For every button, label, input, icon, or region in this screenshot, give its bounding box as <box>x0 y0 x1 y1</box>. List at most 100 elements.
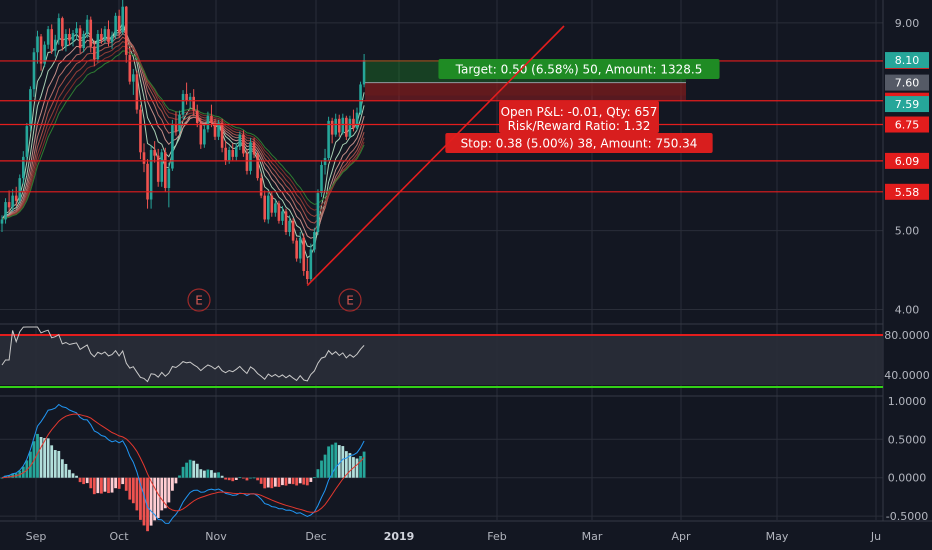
rsi-panel <box>0 326 883 388</box>
macd-histogram-bar <box>320 460 323 478</box>
candle-body <box>242 134 245 154</box>
candle-body <box>213 122 217 137</box>
candle-body <box>124 6 128 55</box>
macd-histogram-bar <box>78 477 82 483</box>
candle-body <box>181 93 185 115</box>
macd-histogram-bar <box>163 477 167 509</box>
price-level-tag-bg <box>885 116 929 133</box>
macd-histogram-bar <box>188 459 192 478</box>
macd-histogram-bar <box>231 477 235 482</box>
candle-body <box>29 89 32 127</box>
trend-line-segment[interactable] <box>306 25 565 287</box>
candle-body <box>295 240 298 259</box>
candle-body <box>235 146 238 157</box>
candle-body <box>263 195 266 220</box>
candle-body <box>25 126 29 157</box>
macd-histogram-bar <box>60 459 64 478</box>
stop-label: Stop: 0.38 (5.00%) 38, Amount: 750.34 <box>461 137 698 151</box>
candle-body <box>313 232 316 250</box>
macd-histogram-bar <box>156 477 160 519</box>
macd-histogram-bar <box>313 477 316 479</box>
candle-body <box>288 220 291 233</box>
candle-body <box>330 120 334 135</box>
time-tick-label: Mar <box>582 530 603 543</box>
price-tick-label: 9.00 <box>895 17 920 30</box>
price-axis[interactable]: 9.005.004.008.087.226.756.095.588.107.60… <box>884 17 930 523</box>
pnl-label: Open P&L: -0.01, Qty: 657 <box>501 105 658 119</box>
macd-histogram-bar <box>174 477 178 484</box>
candle-body <box>210 115 213 123</box>
earnings-marker[interactable] <box>338 288 362 312</box>
macd-histogram-bar <box>295 477 299 486</box>
macd-histogram-bar <box>192 460 196 478</box>
time-tick-label: Sep <box>26 530 47 543</box>
macd-tick-label: -0.5000 <box>886 510 928 523</box>
macd-histogram-bar <box>224 477 228 480</box>
candle-body <box>153 150 156 156</box>
earnings-label: E <box>346 294 354 308</box>
macd-histogram-bar <box>50 445 54 478</box>
macd-histogram-bar <box>284 477 288 486</box>
candle-body <box>53 39 57 51</box>
macd-histogram-bar <box>256 477 259 481</box>
macd-histogram-bar <box>238 477 242 478</box>
candle-body <box>11 195 14 208</box>
macd-histogram-bar <box>11 473 15 478</box>
moving-average-line <box>1 36 365 224</box>
candle-body <box>245 153 249 171</box>
candle-body <box>298 237 302 259</box>
macd-histogram-bar <box>96 477 100 494</box>
candle-body <box>61 18 64 47</box>
candle-body <box>128 54 132 82</box>
macd-histogram-bar <box>25 460 29 478</box>
macd-histogram-bar <box>53 450 57 478</box>
macd-histogram-bar <box>249 477 252 479</box>
candle-body <box>156 155 160 182</box>
macd-histogram-bar <box>146 477 149 532</box>
price-tick-label: 4.00 <box>895 303 920 316</box>
candle-body <box>270 195 274 213</box>
price-level-tag: 6.09 <box>895 155 920 168</box>
macd-histogram-bar <box>131 477 135 504</box>
macd-histogram-bar <box>348 453 352 478</box>
candle-body <box>164 152 167 189</box>
candle-body <box>100 33 103 40</box>
macd-histogram-bar <box>298 477 302 484</box>
candle-body <box>32 52 36 90</box>
macd-histogram-bar <box>210 470 213 478</box>
candle-body <box>327 120 330 158</box>
candle-body <box>355 112 359 129</box>
macd-histogram-bar <box>263 477 267 489</box>
time-axis[interactable]: Sep Oct Nov Dec 2019 Feb Mar Apr May Ju <box>26 530 881 543</box>
candle-body <box>188 96 192 101</box>
macd-histogram-bar <box>337 445 341 478</box>
macd-histogram-bar <box>234 477 238 480</box>
candle-body <box>231 150 235 157</box>
trend-line[interactable] <box>306 25 565 287</box>
price-tag: 7.59 <box>895 98 920 111</box>
macd-histogram-bar <box>114 477 117 489</box>
macd-histogram-bar <box>259 477 263 484</box>
price-tag: 8.10 <box>895 54 920 67</box>
earnings-marker[interactable] <box>187 288 211 312</box>
candle-body <box>4 202 7 220</box>
macd-histogram-bar <box>153 477 157 521</box>
macd-histogram-bar <box>323 454 327 478</box>
rsi-tick-label: 80.0000 <box>884 329 930 342</box>
candle-body <box>206 115 210 130</box>
price-tag-bg <box>885 74 929 91</box>
candle-body <box>359 84 362 113</box>
macd-histogram-bar <box>359 456 362 478</box>
candle-body <box>337 118 341 133</box>
macd-histogram-bar <box>316 469 320 478</box>
macd-histogram-bar <box>85 477 89 484</box>
candle-body <box>0 219 4 224</box>
macd-histogram-bar <box>100 477 103 494</box>
candle-body <box>68 33 71 41</box>
candle-body <box>352 118 355 129</box>
price-level-tag: 5.58 <box>895 186 920 199</box>
macd-histogram-bar <box>327 446 330 478</box>
candlestick-series <box>0 0 366 284</box>
macd-histogram-bar <box>206 469 210 478</box>
